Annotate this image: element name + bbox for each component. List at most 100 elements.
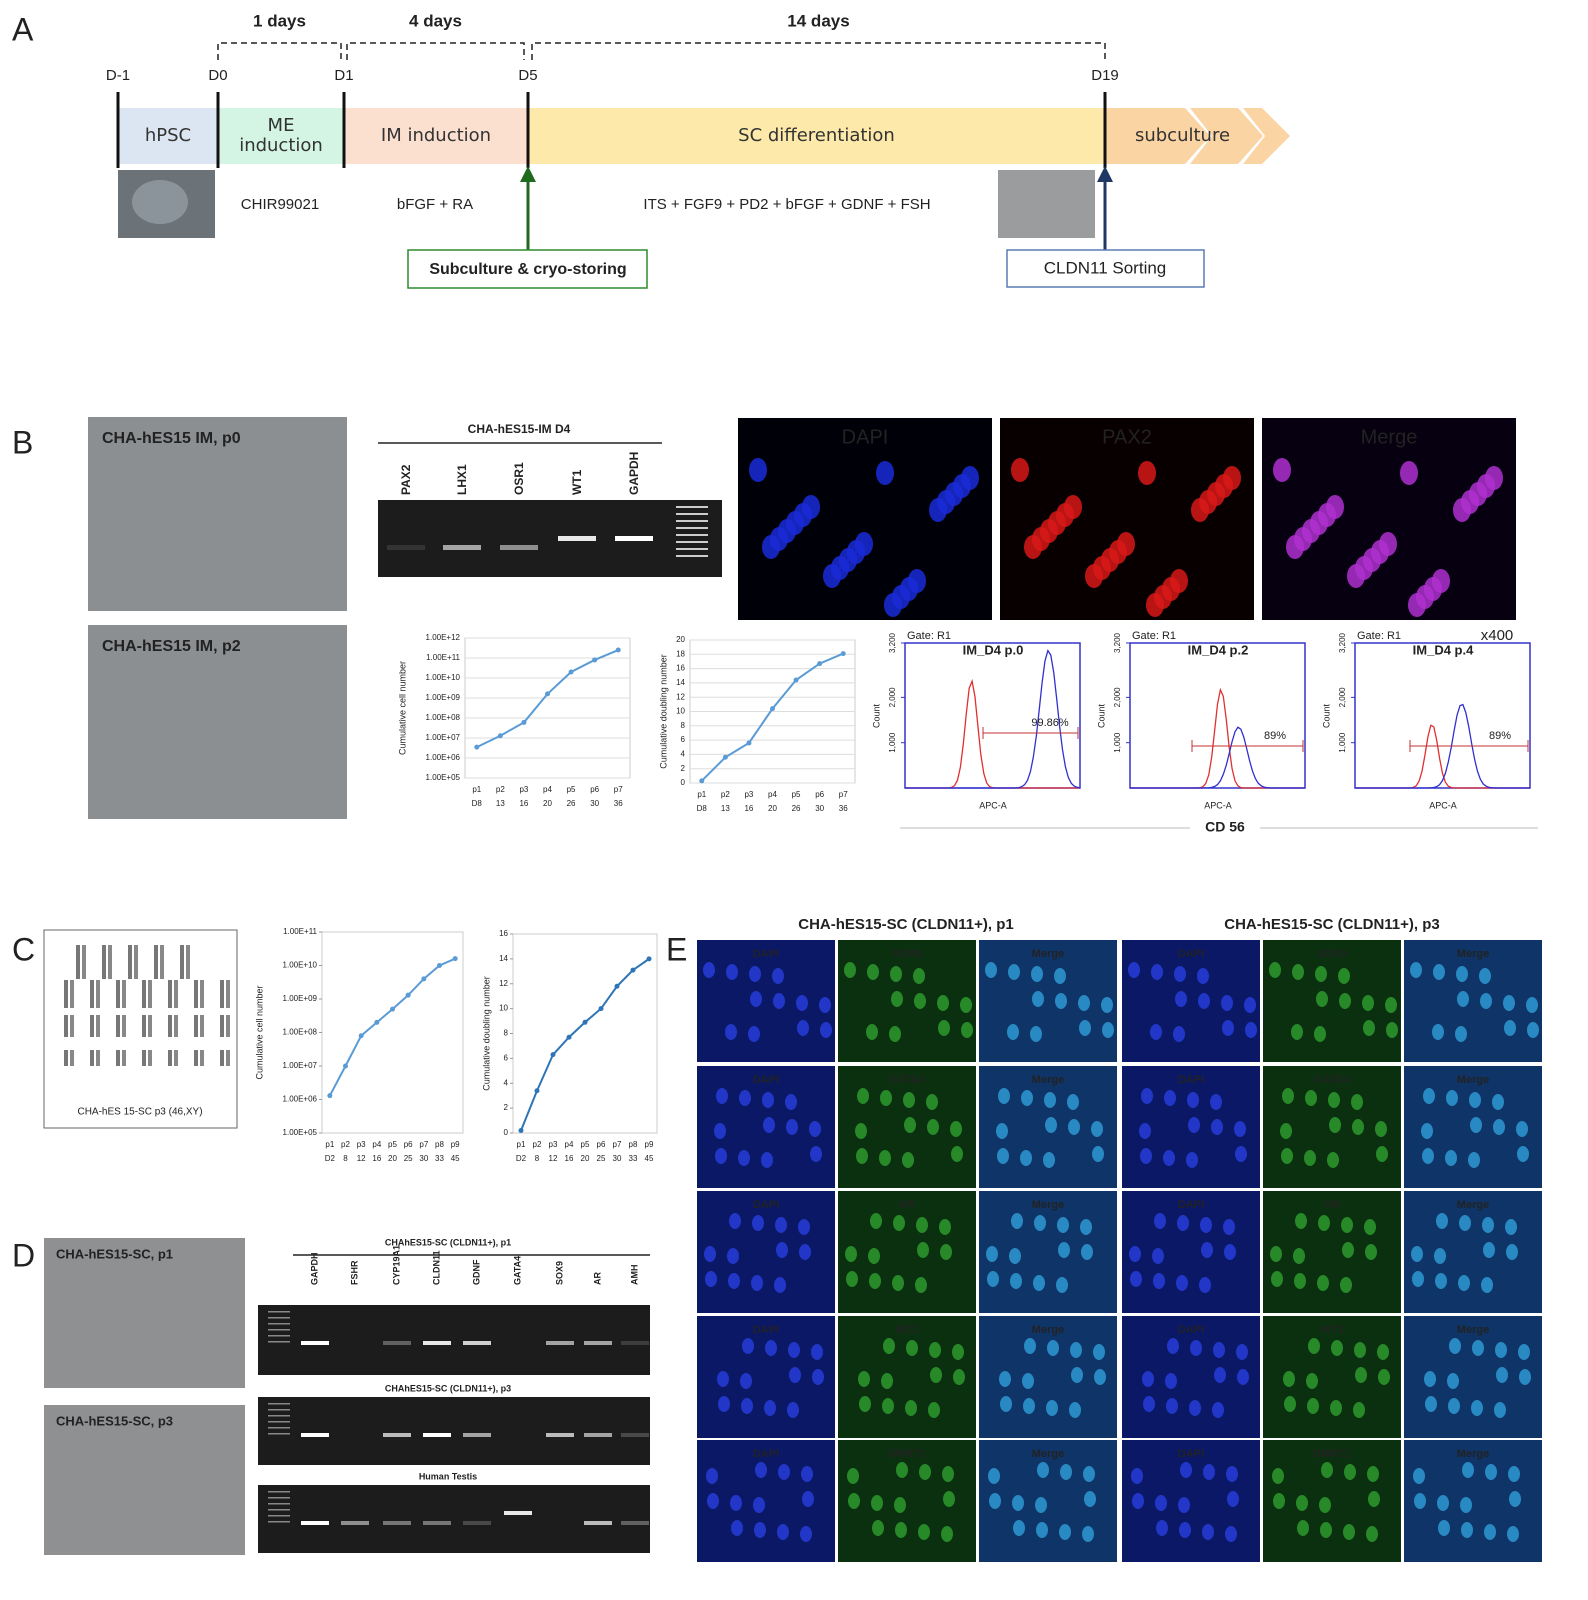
nucleus — [883, 1338, 895, 1354]
chromosome — [160, 945, 164, 979]
nucleus — [1347, 564, 1365, 588]
nucleus — [1412, 1271, 1424, 1287]
duration-label: 4 days — [409, 11, 462, 30]
flow-frame — [1354, 642, 1531, 789]
nucleus — [777, 1524, 789, 1540]
factor-label: ITS + FGF9 + PD2 + bFGF + GDNF + FSH — [643, 196, 930, 213]
duration-label: 14 days — [787, 11, 849, 30]
y-tick-label: 10 — [499, 1004, 508, 1013]
nucleus — [762, 1092, 774, 1108]
y-axis-label: Cumulative doubling number — [658, 654, 668, 769]
nucleus — [1307, 1398, 1319, 1414]
nucleus — [894, 1497, 906, 1513]
nucleus — [989, 1493, 1001, 1509]
panel-label: E — [666, 931, 687, 967]
stain-label: GATA4 — [1314, 1074, 1351, 1086]
lane-label: GAPDH — [309, 1252, 319, 1285]
nucleus — [1460, 1497, 1472, 1513]
nucleus — [1273, 458, 1291, 482]
nucleus — [943, 1491, 955, 1507]
y-axis-label: Count — [1096, 704, 1106, 729]
chromosome — [200, 980, 204, 1008]
data-point — [582, 1019, 588, 1025]
chromosome — [122, 1015, 126, 1037]
data-point — [437, 963, 442, 968]
nucleus — [751, 1275, 763, 1291]
y-tick-label: 1.00E+08 — [283, 1028, 318, 1037]
stain-label: AR — [899, 1199, 915, 1211]
x-tick-label: p8 — [629, 1140, 638, 1149]
stain-label: WT1 — [1320, 1324, 1343, 1336]
plot-frame — [464, 637, 631, 779]
nucleus — [1244, 997, 1256, 1013]
nucleus — [1044, 1092, 1056, 1108]
nucleus — [1058, 1242, 1070, 1258]
nucleus — [1282, 1088, 1294, 1104]
nucleus — [915, 1277, 927, 1293]
nucleus — [1353, 1402, 1365, 1418]
nucleus — [1297, 1520, 1309, 1536]
nucleus — [1485, 1464, 1497, 1480]
nucleus — [1037, 1462, 1049, 1478]
x-tick-label: 8 — [343, 1154, 348, 1163]
gel-band — [546, 1341, 574, 1345]
stain-image — [979, 940, 1117, 1062]
data-point — [343, 1063, 348, 1069]
nucleus — [906, 1340, 918, 1356]
x-tick-label: 26 — [792, 804, 801, 813]
nucleus — [1338, 968, 1350, 984]
ladder-band — [676, 555, 708, 557]
nucleus — [1367, 1466, 1379, 1482]
gel-band — [423, 1433, 451, 1437]
ladder-band — [268, 1521, 290, 1523]
gel — [378, 500, 722, 577]
stage-box — [218, 108, 344, 164]
gel-band — [546, 1433, 574, 1437]
gel-band — [423, 1521, 451, 1525]
gel-band — [615, 536, 653, 541]
nucleus — [716, 1088, 728, 1104]
stain-label: SOX9 — [1317, 948, 1346, 960]
nucleus — [1047, 1340, 1059, 1356]
y-tick-label: 2,000 — [1338, 687, 1347, 708]
data-point — [452, 956, 458, 962]
stain-image — [1404, 1191, 1542, 1313]
nucleus — [1032, 991, 1044, 1007]
ladder-band — [676, 527, 708, 529]
nucleus — [1400, 461, 1418, 485]
nucleus — [749, 458, 767, 482]
nucleus — [1245, 1022, 1257, 1038]
nucleus — [1496, 1367, 1508, 1383]
nucleus — [1191, 498, 1209, 522]
stain-image — [697, 1191, 835, 1313]
nucleus — [1187, 1092, 1199, 1108]
nucleus — [1483, 1242, 1495, 1258]
gate — [1191, 740, 1304, 752]
nucleus — [1352, 1119, 1364, 1135]
stain-image — [1122, 940, 1260, 1062]
lane-label: SOX9 — [554, 1261, 564, 1285]
gel-band — [621, 1521, 649, 1525]
y-tick-label: 2,000 — [1113, 687, 1122, 708]
duration-bracket — [217, 42, 342, 60]
nucleus — [1363, 1020, 1375, 1036]
x-tick-label: p9 — [645, 1140, 654, 1149]
nucleus — [1339, 993, 1351, 1009]
nucleus — [847, 1468, 859, 1484]
nucleus — [1011, 458, 1029, 482]
lane-label: OSR1 — [512, 462, 526, 495]
nucleus — [1155, 1495, 1167, 1511]
stain-label: Merge — [1032, 1074, 1064, 1086]
nucleus — [778, 1464, 790, 1480]
lane-label: GDNF — [471, 1259, 481, 1285]
nucleus — [785, 1094, 797, 1110]
y-tick-label: 18 — [676, 649, 685, 658]
nucleus — [798, 1219, 810, 1235]
nucleus — [1045, 1117, 1057, 1133]
chromosome — [220, 1050, 224, 1066]
y-tick-label: 2 — [681, 764, 686, 773]
x-tick-label: 25 — [597, 1154, 606, 1163]
nucleus — [1291, 1024, 1303, 1040]
nucleus — [714, 1123, 726, 1139]
